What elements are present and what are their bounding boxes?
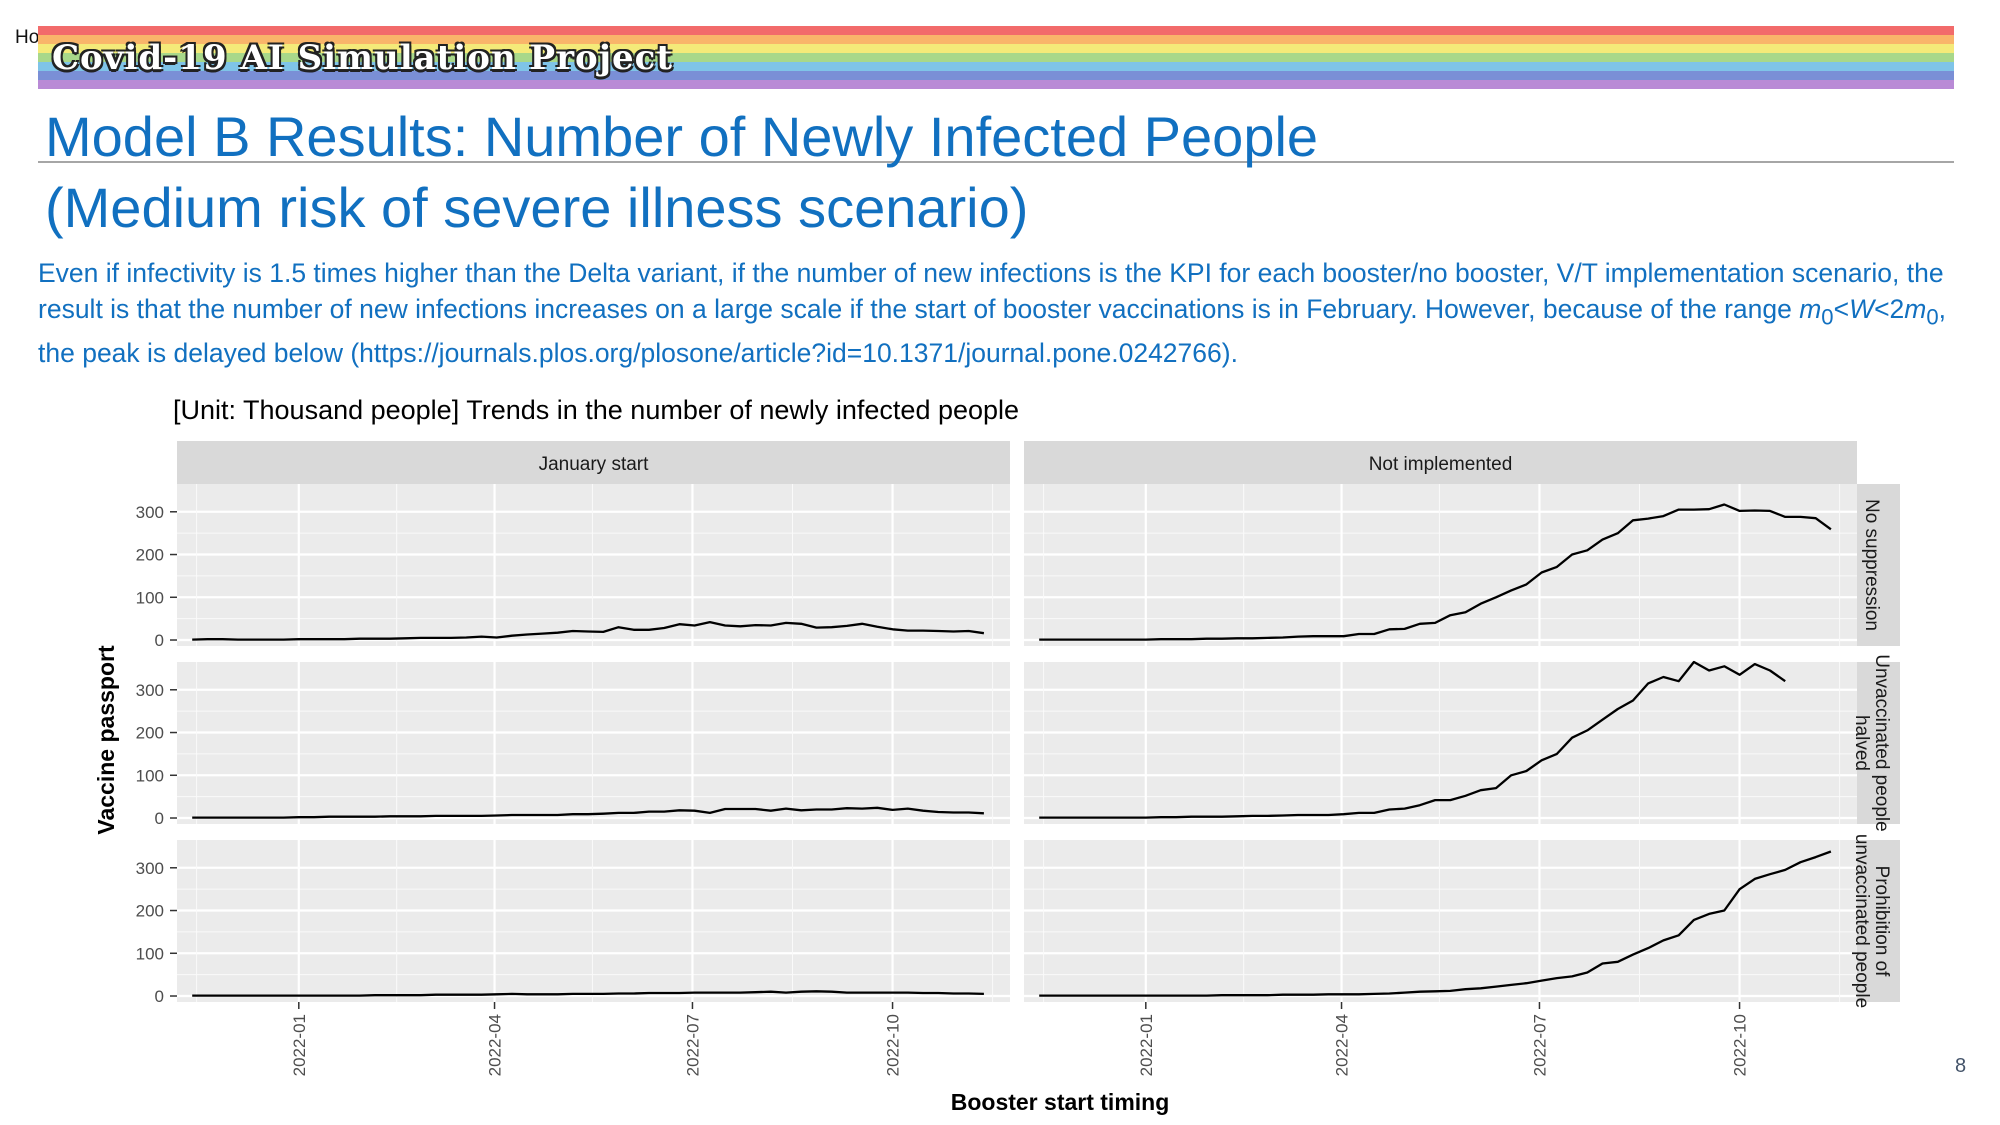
panel-background-r1-c0 [177, 662, 1010, 824]
y-tick-label: 0 [155, 987, 164, 1006]
rainbow-stripe-1 [38, 26, 1954, 35]
facet-strip-row [1857, 840, 1900, 1002]
y-tick-label: 300 [136, 681, 164, 700]
x-tick-label: 2022-04 [1333, 1014, 1352, 1076]
x-axis-title: Booster start timing [951, 1089, 1170, 1115]
y-tick-label: 0 [155, 809, 164, 828]
rainbow-stripe-4 [38, 53, 1954, 62]
title-divider [38, 161, 1954, 163]
y-tick-label: 0 [155, 631, 164, 650]
series-line-r1-c1 [1039, 660, 1786, 819]
x-tick-label: 2022-01 [1137, 1014, 1156, 1076]
facet-row-label-line: No suppression [1861, 499, 1882, 631]
body-text-part-2: , the peak is delayed below (https://jou… [38, 294, 1947, 369]
panel-background-r2-c0 [177, 840, 1010, 1002]
rainbow-banner [38, 26, 1954, 89]
project-title: Covid-19 AI Simulation Project [52, 38, 674, 78]
body-paragraph: Even if infectivity is 1.5 times higher … [38, 255, 1978, 371]
y-tick-label: 200 [136, 724, 164, 743]
y-tick-label: 200 [136, 902, 164, 921]
rainbow-stripe-5 [38, 62, 1954, 71]
facet-row-label-line: halved [1851, 715, 1872, 771]
series-line-r0-c0 [192, 620, 985, 641]
series-line-r2-c0 [192, 990, 984, 997]
facet-row-label: Unvaccinated peoplehalved [1851, 654, 1892, 831]
rainbow-stripe-7 [38, 80, 1954, 89]
series-line-r0-c1 [1039, 503, 1832, 641]
body-m-symbol-2: m [1904, 294, 1927, 324]
body-less-than-2: <2 [1874, 294, 1905, 324]
facet-row-label-line: unvaccinated people [1851, 834, 1872, 1008]
slide-number: 8 [1955, 1055, 1967, 1077]
facet-column-label: Not implemented [1369, 454, 1513, 475]
facet-row-label: No suppression [1861, 499, 1882, 631]
panel-background-r2-c1 [1024, 840, 1857, 1002]
rainbow-stripe-6 [38, 71, 1954, 80]
series-line-r1-c0 [192, 806, 984, 819]
facet-strip-row [1857, 484, 1900, 646]
y-axis-title: Vaccine passport [93, 645, 119, 835]
body-sub-zero: 0 [1821, 304, 1834, 330]
x-tick-label: 2022-04 [486, 1014, 505, 1076]
y-tick-label: 100 [136, 766, 164, 785]
body-sub-zero-2: 0 [1926, 304, 1939, 330]
x-tick-label: 2022-07 [683, 1014, 702, 1076]
x-tick-label: 2022-10 [1731, 1014, 1750, 1076]
y-tick-label: 100 [136, 588, 164, 607]
panel-background-r0-c0 [177, 484, 1010, 646]
body-w-symbol: W [1849, 294, 1875, 324]
slide-title-line-1: Model B Results: Number of Newly Infecte… [45, 105, 1319, 168]
series-line-r2-c1 [1039, 850, 1832, 997]
x-tick-label: 2022-10 [884, 1014, 903, 1076]
x-tick-label: 2022-01 [290, 1014, 309, 1076]
facet-row-label-line: Unvaccinated people [1871, 654, 1892, 831]
y-tick-label: 100 [136, 944, 164, 963]
facet-column-label: January start [539, 454, 650, 475]
facet-strip-row [1857, 662, 1900, 824]
body-m-symbol: m [1799, 294, 1822, 324]
y-tick-label: 200 [136, 546, 164, 565]
facet-strip-column [1024, 441, 1857, 484]
chart-subtitle: [Unit: Thousand people] Trends in the nu… [173, 395, 1020, 425]
x-tick-label: 2022-07 [1530, 1014, 1549, 1076]
body-text-part-1: Even if infectivity is 1.5 times higher … [38, 258, 1944, 324]
y-tick-label: 300 [136, 859, 164, 878]
rainbow-stripe-2 [38, 35, 1954, 44]
body-less-than: < [1833, 294, 1850, 324]
facet-row-label: Prohibition ofunvaccinated people [1851, 834, 1892, 1008]
y-tick-label: 300 [136, 503, 164, 522]
facet-row-label-line: Prohibition of [1871, 866, 1892, 978]
rainbow-stripe-3 [38, 44, 1954, 53]
slide-title-line-2: (Medium risk of severe illness scenario) [45, 176, 1029, 239]
facet-strip-column [177, 441, 1010, 484]
